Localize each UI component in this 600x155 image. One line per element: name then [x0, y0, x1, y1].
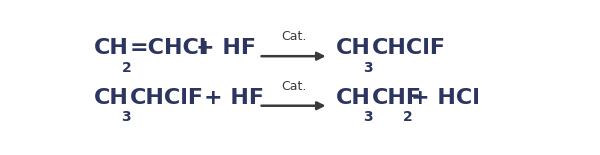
Text: CH: CH: [94, 88, 128, 108]
Text: CHF: CHF: [371, 88, 422, 108]
Text: 2: 2: [121, 61, 131, 75]
Text: CHClF: CHClF: [371, 38, 446, 58]
Text: CH: CH: [335, 38, 370, 58]
Text: 3: 3: [364, 110, 373, 124]
Text: 2: 2: [403, 110, 413, 124]
Text: + HCl: + HCl: [411, 88, 479, 108]
Text: CHClF: CHClF: [130, 88, 204, 108]
Text: CH: CH: [335, 88, 370, 108]
Text: Cat.: Cat.: [281, 30, 306, 43]
Text: Cat.: Cat.: [281, 80, 306, 93]
Text: =CHCl: =CHCl: [130, 38, 208, 58]
Text: CH: CH: [94, 38, 128, 58]
Text: + HF: + HF: [204, 88, 264, 108]
Text: 3: 3: [121, 110, 131, 124]
Text: 3: 3: [364, 61, 373, 75]
Text: + HF: + HF: [196, 38, 256, 58]
